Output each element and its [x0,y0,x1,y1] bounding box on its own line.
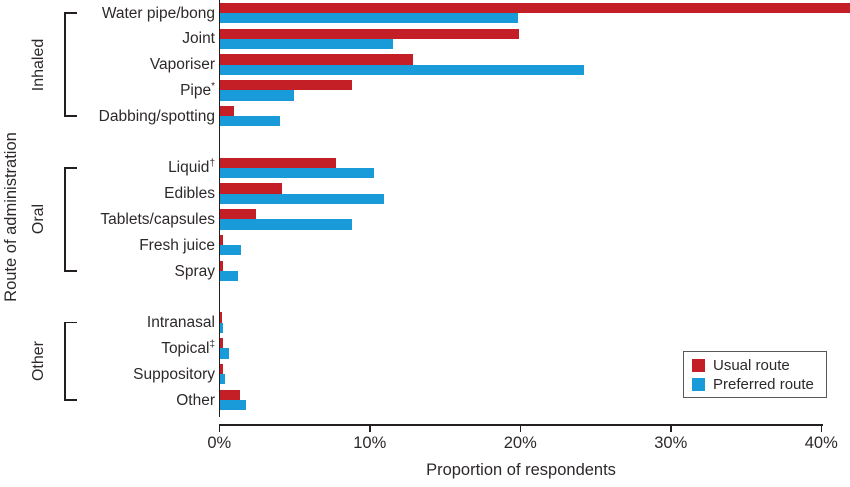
group-label-inhaled: Inhaled [30,38,47,91]
bar-preferred-fresh-juice [220,245,242,256]
category-label-topical: Topical‡ [161,338,215,357]
category-label-dabbing-spotting: Dabbing/spotting [98,107,215,125]
x-tick-label-0: 0% [207,434,232,452]
x-tick-20 [519,424,521,432]
bar-preferred-topical [220,348,230,359]
category-label-spray: Spray [174,262,216,280]
category-label-water-pipe-bong: Water pipe/bong [101,4,215,22]
category-label-tablets-capsules: Tablets/capsules [100,210,215,228]
x-tick-40 [820,424,822,432]
y-axis-line [218,0,220,417]
legend: Usual route Preferred route [683,351,827,398]
bar-usual-water-pipe-bong [220,2,850,13]
bar-usual-intranasal [220,312,222,323]
legend-label-preferred-route: Preferred route [713,376,814,393]
group-label-oral: Oral [30,204,47,235]
bar-usual-pipe [220,80,353,91]
category-label-liquid: Liquid† [168,158,215,177]
x-tick-label-40: 40% [804,434,838,452]
bar-preferred-suppository [220,374,225,385]
bar-preferred-dabbing-spotting [220,116,281,127]
bar-usual-dabbing-spotting [220,105,234,117]
category-label-pipe: Pipe* [180,80,215,99]
x-axis-title: Proportion of respondents [426,461,616,479]
bar-usual-vaporiser [220,54,413,65]
bar-usual-liquid [220,157,336,168]
category-label-other: Other [176,391,215,409]
legend-item-usual-route: Usual route [692,358,826,373]
legend-item-preferred-route: Preferred route [692,377,826,392]
bar-preferred-vaporiser [220,64,585,75]
legend-label-usual-route: Usual route [713,357,790,374]
bar-usual-topical [220,338,223,349]
group-bracket-arm-top-other [64,321,77,324]
bar-preferred-intranasal [220,322,223,333]
group-label-other: Other [30,341,47,382]
x-tick-label-30: 30% [654,434,688,452]
bar-preferred-other [220,400,246,411]
group-bracket-arm-top-oral [64,167,77,169]
group-bracket-arm-bottom-oral [64,270,77,272]
bar-preferred-water-pipe-bong [220,13,518,24]
bar-usual-joint [220,28,520,39]
group-bracket-arm-bottom-inhaled [64,115,77,117]
bar-preferred-liquid [220,167,374,179]
x-tick-10 [369,424,371,432]
group-bracket-stem-inhaled [64,12,66,117]
legend-swatch-usual-route [692,359,705,372]
group-bracket-arm-bottom-other [64,399,77,401]
legend-swatch-preferred-route [692,378,705,391]
x-tick-label-10: 10% [353,434,387,452]
x-tick-30 [670,424,672,432]
group-bracket-arm-top-inhaled [64,12,77,14]
bar-usual-other [220,389,240,400]
x-tick-label-20: 20% [503,434,537,452]
category-label-intranasal: Intranasal [146,314,215,332]
bar-preferred-tablets-capsules [220,219,353,230]
bar-usual-suppository [220,363,223,375]
bar-usual-fresh-juice [220,234,223,246]
category-label-joint: Joint [182,30,215,48]
x-tick-0 [218,424,220,432]
bar-preferred-spray [220,271,239,282]
category-label-vaporiser: Vaporiser [149,56,215,74]
bar-preferred-joint [220,38,394,50]
bar-usual-edibles [220,183,282,194]
bar-usual-tablets-capsules [220,209,257,220]
group-bracket-stem-other [64,321,66,401]
group-bracket-stem-oral [64,167,66,272]
bar-usual-spray [220,260,223,271]
bar-preferred-edibles [220,193,385,204]
category-label-edibles: Edibles [164,185,215,203]
category-label-fresh-juice: Fresh juice [139,236,215,254]
bar-preferred-pipe [220,90,294,101]
category-label-suppository: Suppository [133,365,215,383]
